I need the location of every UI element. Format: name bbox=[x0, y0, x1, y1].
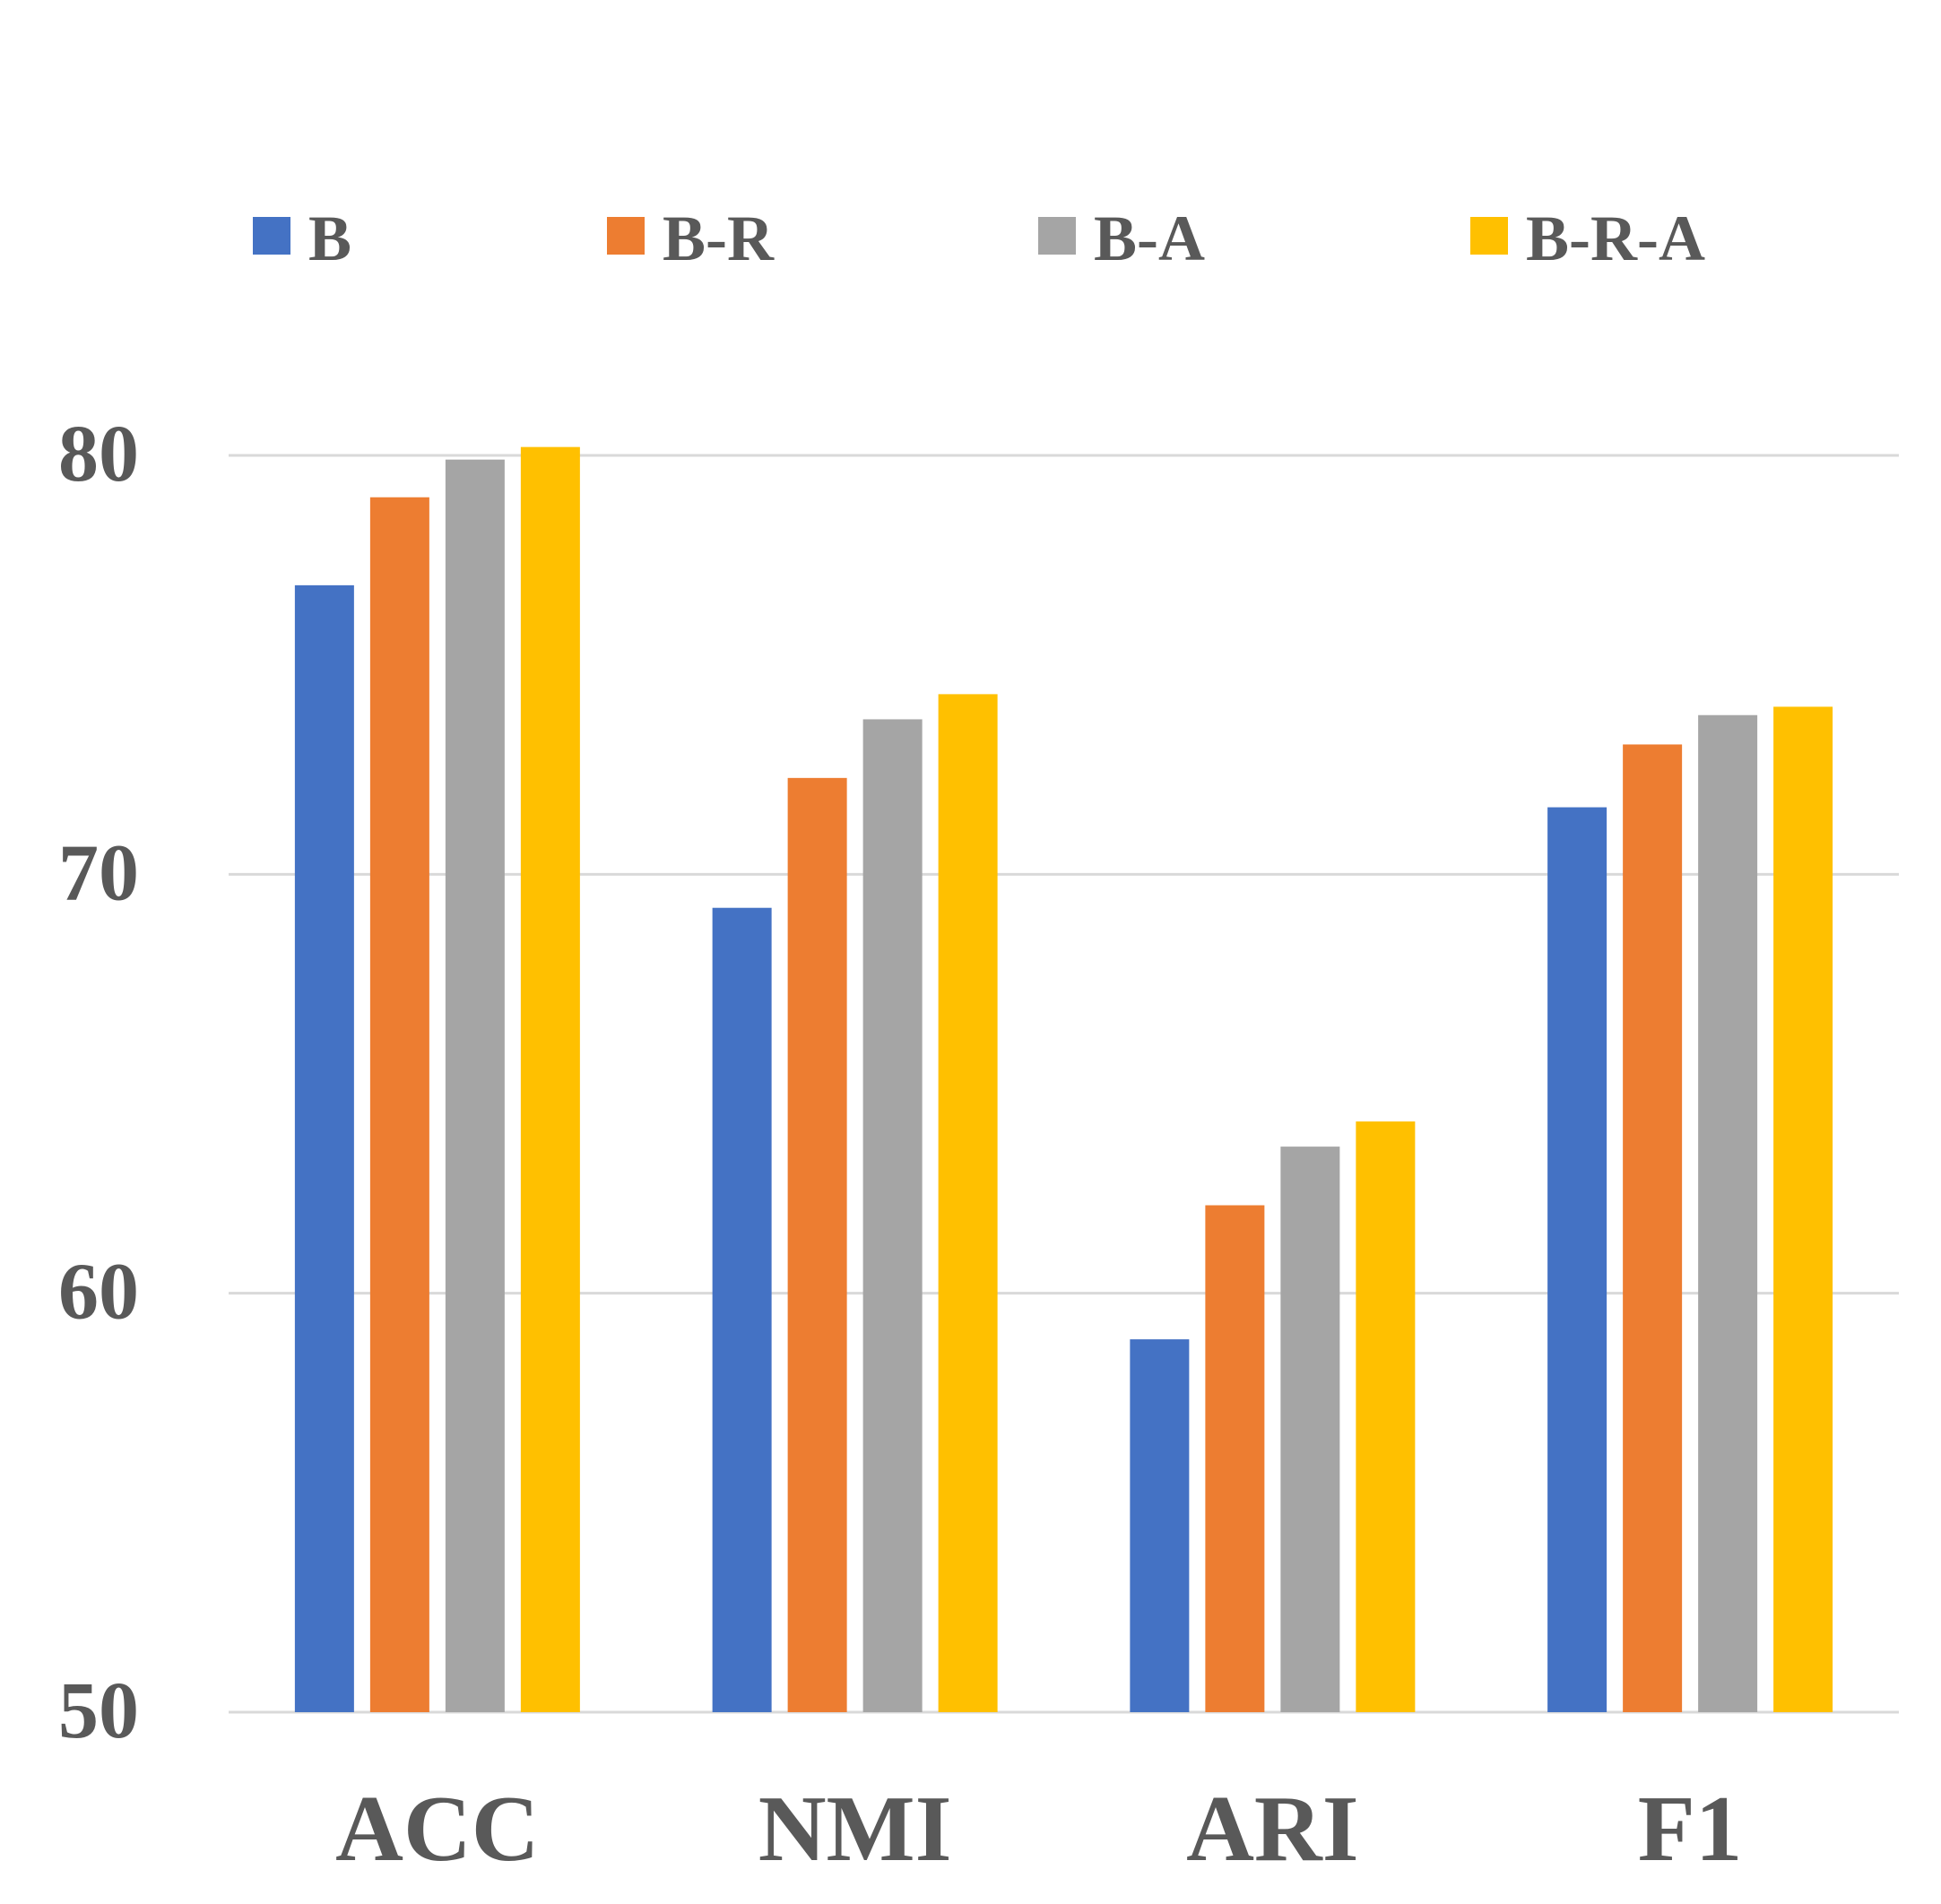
bar-B-NMI bbox=[712, 907, 772, 1712]
x-tick-label: NMI bbox=[758, 1776, 952, 1881]
bar-B-R-A-ARI bbox=[1356, 1121, 1416, 1712]
y-axis-ticks: 50 60 70 80 bbox=[58, 410, 139, 1755]
y-tick-label: 60 bbox=[58, 1248, 139, 1337]
bar-B-R-F1 bbox=[1623, 744, 1683, 1713]
y-tick-label: 70 bbox=[58, 828, 139, 917]
bar-B-A-NMI bbox=[862, 719, 923, 1713]
x-tick-label: F1 bbox=[1638, 1776, 1743, 1881]
bar-B-R-A-ACC bbox=[520, 446, 580, 1712]
y-tick-label: 50 bbox=[58, 1666, 139, 1755]
legend-label: B-R-A bbox=[1526, 203, 1705, 274]
legend-swatch-B-R-A bbox=[1470, 217, 1508, 255]
legend: B B-R B-A B-R-A bbox=[253, 203, 1705, 274]
bar-B-R-ARI bbox=[1205, 1205, 1265, 1712]
bar-B-A-ACC bbox=[445, 459, 505, 1712]
bar-B-R-A-NMI bbox=[938, 694, 998, 1712]
bar-B-F1 bbox=[1547, 807, 1607, 1712]
bar-B-R-ACC bbox=[369, 497, 429, 1712]
bar-B-A-F1 bbox=[1698, 714, 1758, 1713]
legend-label: B-R bbox=[663, 203, 775, 274]
bar-B-A-ARI bbox=[1280, 1147, 1340, 1712]
gridlines bbox=[229, 454, 1899, 1714]
x-tick-label: ACC bbox=[335, 1776, 539, 1881]
x-axis-ticks: ACC NMI ARI F1 bbox=[335, 1776, 1742, 1881]
bar-B-ACC bbox=[294, 584, 354, 1713]
bar-B-R-A-F1 bbox=[1773, 706, 1833, 1712]
x-tick-label: ARI bbox=[1186, 1776, 1359, 1881]
legend-swatch-B-R bbox=[607, 217, 645, 255]
legend-swatch-B bbox=[253, 217, 290, 255]
bar-B-ARI bbox=[1130, 1339, 1190, 1712]
legend-label: B bbox=[308, 203, 351, 274]
bars bbox=[294, 446, 1833, 1713]
legend-swatch-B-A bbox=[1038, 217, 1076, 255]
y-tick-label: 80 bbox=[58, 410, 139, 498]
legend-label: B-A bbox=[1094, 203, 1205, 274]
bar-B-R-NMI bbox=[787, 777, 847, 1712]
